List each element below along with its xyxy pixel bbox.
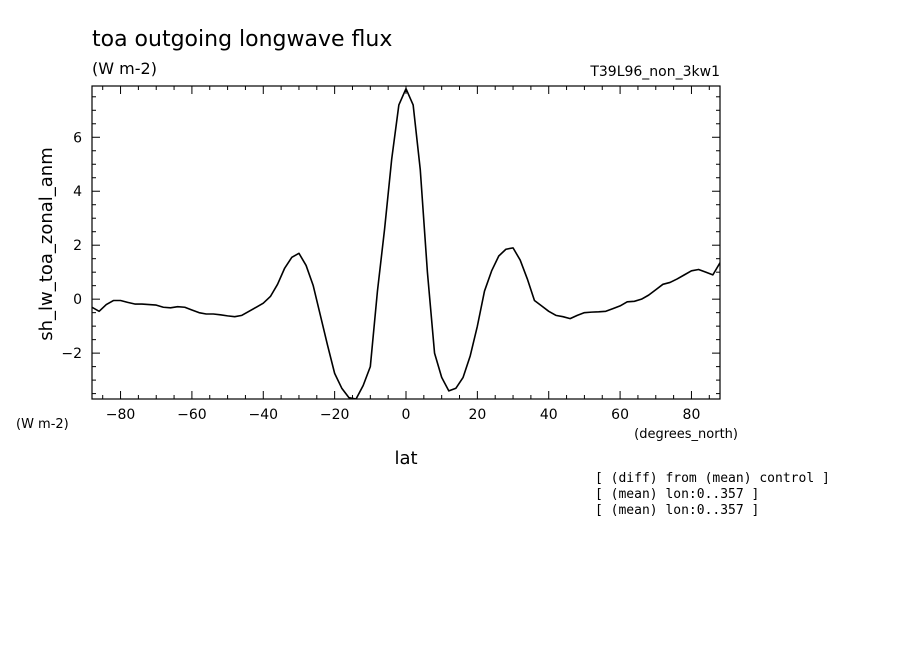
chart-units: (W m-2) xyxy=(92,59,157,78)
series-line xyxy=(92,87,720,399)
x-units-corner: (degrees_north) xyxy=(634,427,738,442)
x-axis-tick-labels: −80 −60 −40 −20 0 20 40 60 80 xyxy=(106,407,701,423)
y-axis-ticks xyxy=(92,96,720,395)
x-tick-label: 0 xyxy=(402,407,411,423)
x-axis-ticks xyxy=(102,86,710,399)
x-tick-label: −40 xyxy=(248,407,278,423)
y-tick-label: 4 xyxy=(73,184,82,200)
y-tick-label: 0 xyxy=(73,292,82,308)
x-tick-label: 20 xyxy=(468,407,486,423)
chart-title: toa outgoing longwave flux xyxy=(92,27,392,52)
y-units-corner: (W m-2) xyxy=(16,417,69,432)
x-tick-label: 80 xyxy=(683,407,701,423)
note-line-3: [ (mean) lon:0..357 ] xyxy=(595,503,759,518)
x-tick-label: −80 xyxy=(106,407,136,423)
x-tick-label: 40 xyxy=(540,407,558,423)
y-axis-label: sh_lw_toa_zonal_anm xyxy=(36,147,57,340)
note-line-2: [ (mean) lon:0..357 ] xyxy=(595,487,759,502)
y-tick-label: −2 xyxy=(61,346,82,362)
x-tick-label: −20 xyxy=(320,407,350,423)
y-tick-label: 2 xyxy=(73,238,82,254)
note-line-1: [ (diff) from (mean) control ] xyxy=(595,471,830,486)
x-tick-label: −60 xyxy=(177,407,207,423)
x-axis-label: lat xyxy=(394,448,417,469)
run-label: T39L96_non_3kw1 xyxy=(589,64,720,80)
x-tick-label: 60 xyxy=(611,407,629,423)
y-axis-tick-labels: −2 0 2 4 6 xyxy=(61,130,82,362)
plot-frame xyxy=(91,85,721,400)
y-tick-label: 6 xyxy=(73,130,82,146)
